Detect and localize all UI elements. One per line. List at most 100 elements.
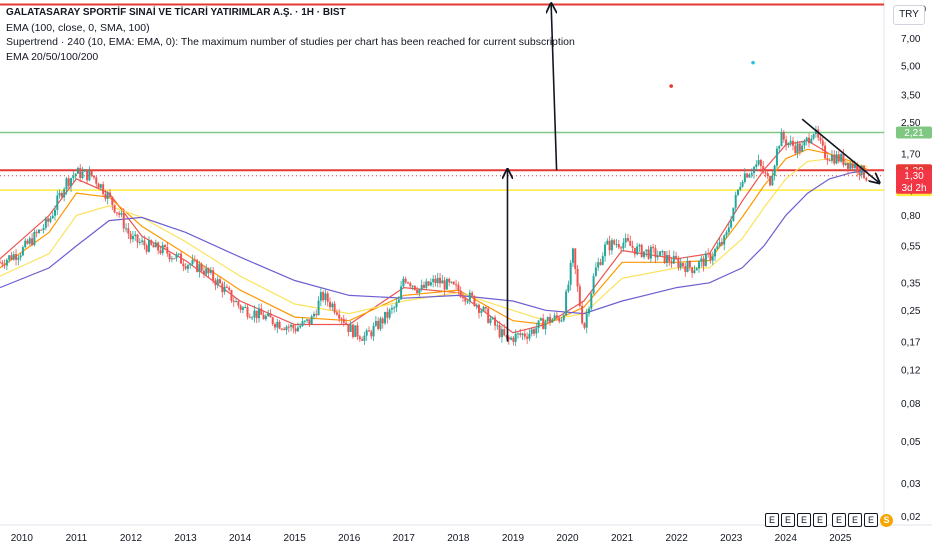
price-candle-body xyxy=(232,300,235,303)
price-candle-body xyxy=(672,255,675,264)
price-candle-body xyxy=(351,324,354,337)
price-candle-body xyxy=(0,262,1,264)
price-candle-body xyxy=(271,317,274,325)
price-candle-body xyxy=(177,253,180,255)
price-candle-body xyxy=(395,302,398,308)
price-candle-body xyxy=(214,280,217,286)
level-price-tag: 2,21 xyxy=(904,128,924,139)
price-candle-body xyxy=(413,285,416,290)
price-candle-body xyxy=(787,142,790,146)
price-candle-body xyxy=(771,176,774,186)
price-candle-body xyxy=(757,160,760,165)
price-candle-body xyxy=(44,218,47,228)
price-candle-body xyxy=(257,308,260,319)
price-candle-body xyxy=(10,255,13,260)
price-candle-body xyxy=(599,262,602,265)
price-candle-body xyxy=(8,255,11,260)
y-tick-label: 0,80 xyxy=(901,211,921,222)
price-candle-body xyxy=(416,289,419,293)
price-candle-body xyxy=(860,165,863,176)
x-tick-label: 2012 xyxy=(120,533,143,544)
price-candle-body xyxy=(691,267,694,273)
price-candle-body xyxy=(796,143,799,153)
price-candle-body xyxy=(202,270,205,275)
price-candle-body xyxy=(445,279,448,290)
price-candle-body xyxy=(643,251,646,257)
event-icon[interactable]: E xyxy=(864,513,878,527)
price-candle-body xyxy=(441,280,444,284)
price-candle-body xyxy=(402,278,405,287)
price-candle-body xyxy=(569,262,572,285)
price-candle-body xyxy=(640,244,643,257)
price-candle-body xyxy=(115,212,118,214)
price-candle-body xyxy=(610,240,613,251)
y-tick-label: 0,12 xyxy=(901,366,921,377)
price-candle-body xyxy=(503,329,506,336)
price-candle-body xyxy=(255,310,258,319)
price-candle-body xyxy=(72,175,75,179)
price-candle-body xyxy=(24,240,27,248)
x-tick-label: 2021 xyxy=(611,533,634,544)
price-candle-body xyxy=(448,279,451,283)
price-candle-body xyxy=(826,158,829,161)
last-price-tag: 1,30 xyxy=(904,171,924,182)
price-candle-body xyxy=(528,333,531,339)
price-candle-body xyxy=(26,240,29,244)
event-icon[interactable]: E xyxy=(781,513,795,527)
price-candle-body xyxy=(439,277,442,284)
price-candle-body xyxy=(70,178,73,187)
price-candle-body xyxy=(516,333,519,335)
event-icon[interactable]: E xyxy=(813,513,827,527)
price-candle-body xyxy=(19,255,22,258)
price-candle-body xyxy=(638,244,641,247)
event-icon[interactable]: E xyxy=(797,513,811,527)
price-candle-body xyxy=(558,317,561,322)
price-candle-body xyxy=(102,184,105,194)
price-candle-body xyxy=(193,259,196,261)
price-candle-body xyxy=(182,263,185,267)
event-icon[interactable]: E xyxy=(832,513,846,527)
price-candle-body xyxy=(198,264,201,272)
price-candle-body xyxy=(590,293,593,309)
price-candle-body xyxy=(443,280,446,290)
annotation-arrow xyxy=(551,4,558,171)
price-candle-body xyxy=(764,172,767,174)
price-candle-body xyxy=(720,242,723,245)
price-candle-body xyxy=(762,166,765,173)
price-candle-body xyxy=(340,318,343,320)
price-candle-body xyxy=(748,174,751,178)
price-candle-body xyxy=(429,282,432,286)
price-candle-body xyxy=(92,175,95,178)
currency-badge[interactable]: TRY xyxy=(893,5,925,25)
price-candle-body xyxy=(76,167,79,174)
event-icon[interactable]: E xyxy=(848,513,862,527)
price-candle-body xyxy=(617,244,620,248)
event-icon[interactable]: E xyxy=(765,513,779,527)
price-candle-body xyxy=(576,268,579,287)
price-candle-body xyxy=(427,281,430,286)
price-candle-body xyxy=(207,268,210,273)
price-candle-body xyxy=(154,242,157,248)
price-candle-body xyxy=(127,228,130,234)
price-candle-body xyxy=(74,173,77,176)
price-candle-body xyxy=(367,330,370,332)
signal-dot xyxy=(669,84,673,88)
price-candle-body xyxy=(512,337,515,342)
price-candle-body xyxy=(83,170,86,172)
price-candle-body xyxy=(533,329,536,334)
price-candle-body xyxy=(349,324,352,332)
price-candle-body xyxy=(37,229,40,233)
price-candle-body xyxy=(113,204,116,213)
price-candle-body xyxy=(141,240,144,242)
price-candle-body xyxy=(17,257,20,260)
price-candle-body xyxy=(88,170,91,181)
price-candle-body xyxy=(665,255,668,263)
price-candle-body xyxy=(260,308,263,315)
price-candle-body xyxy=(400,286,403,300)
price-candle-body xyxy=(365,330,368,336)
price-candle-body xyxy=(406,282,409,284)
price-candle-body xyxy=(65,178,68,190)
split-icon[interactable]: S xyxy=(880,514,893,527)
